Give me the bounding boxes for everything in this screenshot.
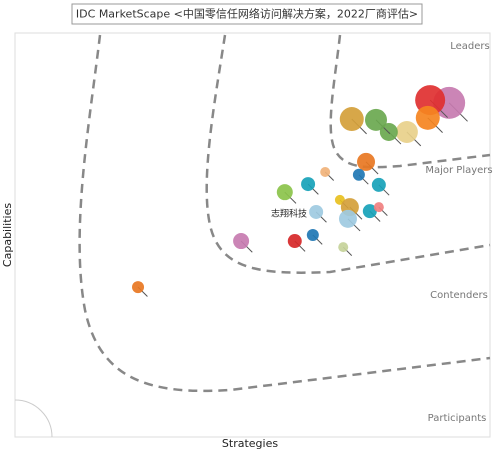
boundary-curve [329,34,491,169]
bubble [415,105,440,130]
bubble [132,281,145,294]
bubble [233,233,250,250]
boundary-curve [205,34,491,274]
chart-title: IDC MarketScape <中国零信任网络访问解决方案，2022厂商评估> [76,7,418,21]
bubble [309,204,324,219]
region-label: Major Players [425,165,492,176]
bubble [395,120,418,143]
y-axis-label: Capabilities [1,203,14,267]
region-label: Participants [428,413,487,424]
region-label: Leaders [450,41,490,52]
bubble [338,242,349,253]
bubble [373,202,384,213]
bubble [287,234,302,249]
title-box [71,3,423,25]
bubble [276,184,293,201]
x-axis-label: Strategies [222,437,278,450]
boundary-curve [78,34,491,393]
bubble [338,209,357,228]
bubble [306,229,319,241]
bubble [301,177,316,192]
annotation: 志翔科技 [271,208,307,220]
bubble [357,152,376,171]
region-label: Contenders [430,290,488,301]
plot-frame [14,32,491,438]
bubble [320,166,331,177]
bubble [352,168,365,181]
bubble [365,108,387,131]
corner-arc [14,399,53,438]
bubble [362,204,377,219]
region-boundaries [78,34,491,393]
bubble [371,177,386,192]
bubble [339,107,364,132]
